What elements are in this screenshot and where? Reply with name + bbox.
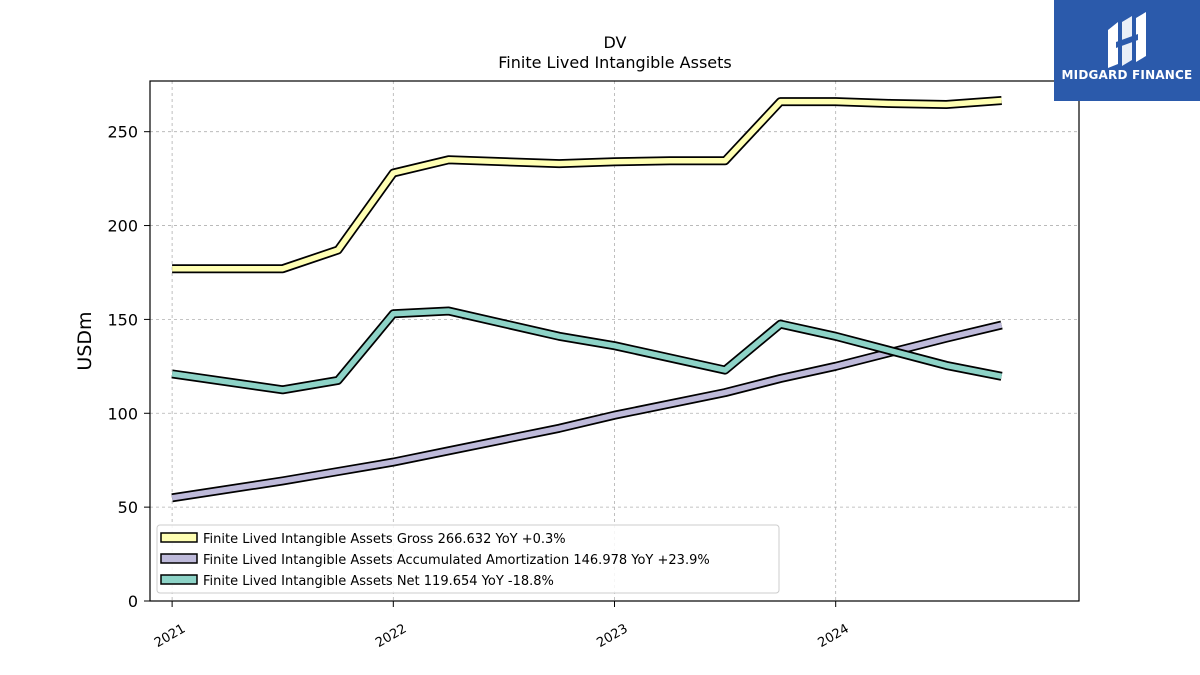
brand-logo: MIDGARD FINANCE <box>1054 0 1200 101</box>
y-tick-label: 150 <box>107 310 138 329</box>
y-tick-label: 100 <box>107 404 138 423</box>
series-layer <box>171 96 1003 503</box>
series-line-outline <box>171 306 1003 395</box>
series-line <box>171 308 1003 393</box>
y-tick-label: 0 <box>128 592 138 611</box>
x-tick-label: 2022 <box>373 621 409 651</box>
chart-subtitle: Finite Lived Intangible Assets <box>498 53 731 72</box>
y-tick-label: 50 <box>118 498 138 517</box>
y-tick-label: 250 <box>107 123 138 142</box>
brand-name: MIDGARD FINANCE <box>1061 68 1193 82</box>
x-tick-label: 2021 <box>152 621 188 651</box>
series-2 <box>171 306 1003 395</box>
x-tick-label: 2023 <box>594 621 630 651</box>
y-axis-label: USDm <box>74 311 96 370</box>
series-line-outline <box>172 96 1002 274</box>
legend-label: Finite Lived Intangible Assets Net 119.6… <box>203 574 554 589</box>
brand-mark-icon <box>1108 12 1146 68</box>
x-tick-label: 2024 <box>816 621 852 651</box>
legend-swatch <box>160 532 198 543</box>
y-tick-label: 200 <box>107 217 138 236</box>
chart-title: DV <box>604 33 627 52</box>
legend-item: Finite Lived Intangible Assets Gross 266… <box>160 532 566 547</box>
legend-box <box>156 524 780 594</box>
series-line <box>171 322 1003 501</box>
series-line <box>172 97 1002 272</box>
legend: Finite Lived Intangible Assets Gross 266… <box>156 524 780 594</box>
legend-item: Finite Lived Intangible Assets Net 119.6… <box>160 574 554 589</box>
legend-swatch <box>160 574 198 585</box>
legend-label: Finite Lived Intangible Assets Accumulat… <box>203 553 710 568</box>
legend-swatch <box>160 553 198 564</box>
legend-label: Finite Lived Intangible Assets Gross 266… <box>203 532 566 547</box>
legend-item: Finite Lived Intangible Assets Accumulat… <box>160 553 710 568</box>
series-0 <box>172 96 1002 274</box>
series-1 <box>171 320 1003 503</box>
